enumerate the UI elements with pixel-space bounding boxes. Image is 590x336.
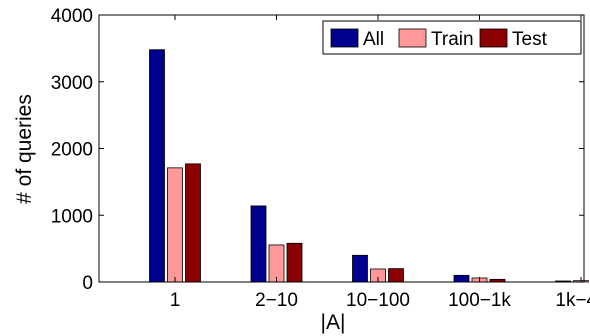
legend-label-train: Train — [431, 29, 474, 50]
legend-label-all: All — [363, 29, 384, 50]
x-tick-label: 1 — [170, 290, 181, 311]
legend-swatch-train — [398, 28, 427, 48]
bar-all-1 — [250, 205, 267, 283]
legend-label-test: Test — [512, 29, 548, 50]
legend-box — [322, 20, 582, 55]
y-axis-label: # of queries — [13, 94, 36, 204]
bar-all-0 — [149, 49, 165, 283]
y-tick-label: 0 — [82, 273, 93, 294]
bar-test-2 — [388, 268, 404, 283]
bars-layer — [149, 49, 589, 283]
bar-train-1 — [268, 244, 285, 283]
y-tick-label: 3000 — [51, 73, 93, 94]
x-tick-label: 2−10 — [255, 290, 298, 311]
legend-swatch-test — [479, 28, 508, 48]
y-tick-label: 4000 — [51, 6, 93, 27]
x-tick-label: 100−1k — [448, 290, 511, 311]
y-tick-label: 2000 — [51, 140, 93, 161]
bar-test-1 — [286, 242, 303, 283]
bar-test-0 — [185, 163, 201, 283]
bar-all-2 — [352, 254, 368, 283]
y-tick-label: 1000 — [51, 206, 93, 227]
x-tick-label: 10−100 — [346, 290, 410, 311]
x-axis-ticks: 1 2−10 10−100 100−1k 1k−4k — [170, 15, 590, 311]
x-axis-label: |A| — [321, 311, 346, 334]
bar-all-3 — [453, 274, 470, 283]
legend: All Train Test — [322, 20, 582, 55]
legend-swatch-all — [330, 28, 359, 48]
bar-train-0 — [167, 167, 183, 283]
x-tick-label: 1k−4k — [555, 290, 590, 311]
